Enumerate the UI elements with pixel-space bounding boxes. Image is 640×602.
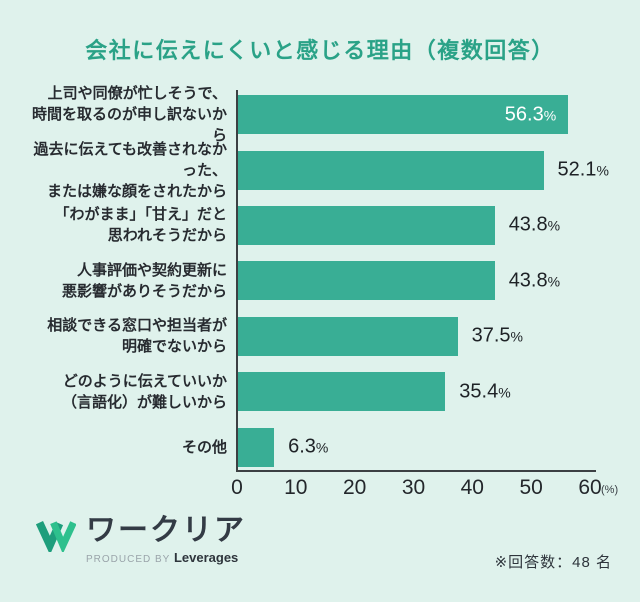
value-label: 43.8% — [508, 213, 561, 236]
chart-title: 会社に伝えにくいと感じる理由（複数回答） — [85, 38, 555, 63]
chart-row: その他 6.3% — [25, 419, 597, 474]
logo-subtitle: PRODUCED BY Leverages — [86, 550, 246, 565]
bar: 56.3% — [237, 95, 569, 135]
value-label: 37.5% — [471, 324, 523, 347]
value-label: 52.1% — [557, 158, 609, 181]
workria-w-icon — [36, 521, 76, 552]
bar — [237, 205, 495, 245]
category-label: 相談できる窓口や担当者が 明確でないから — [47, 317, 227, 356]
x-tick: 60 — [578, 476, 602, 499]
value-label: 43.8% — [508, 269, 561, 292]
plot-cell: 43.8% — [237, 261, 590, 301]
logo-wordmark: ワークリア — [86, 514, 246, 547]
x-axis-ticks: 0 10 20 30 40 50 60 (%) — [231, 476, 618, 502]
x-tick: 10 — [284, 476, 308, 499]
plot-cell: 52.1% — [237, 150, 609, 190]
logo-text-block: ワークリア PRODUCED BY Leverages — [86, 514, 246, 565]
x-tick: 30 — [401, 476, 426, 499]
respondent-count-note: ※回答数：48 名 — [494, 554, 612, 571]
chart-row: どのように伝えていいか （言語化）が難しいから 35.4% — [25, 364, 597, 419]
bar — [237, 427, 275, 467]
plot-cell: 6.3% — [237, 427, 590, 467]
workria-logo: ワークリア PRODUCED BY Leverages — [36, 514, 246, 565]
x-axis-unit-label: (%) — [601, 484, 619, 496]
plot-cell: 43.8% — [237, 205, 590, 245]
category-label: 上司や同僚が忙しそうで、 時間を取るのが申し訳ないから — [31, 85, 227, 145]
bar — [237, 316, 458, 356]
category-label: 人事評価や契約更新に 悪影響がありそうだから — [61, 261, 227, 300]
chart-row: 「わがまま」「甘え」だと 思われそうだから 43.8% — [25, 198, 597, 253]
produced-by-label: PRODUCED BY — [86, 554, 171, 565]
x-tick: 50 — [519, 476, 543, 499]
plot-cell: 35.4% — [237, 372, 590, 412]
plot-cell: 56.3% — [237, 95, 590, 135]
chart-row: 過去に伝えても改善されなかった、 または嫌な顔をされたから 52.1% — [25, 141, 609, 200]
value-label: 6.3% — [288, 435, 329, 458]
category-label: その他 — [181, 438, 227, 456]
chart-row: 人事評価や契約更新に 悪影響がありそうだから 43.8% — [25, 253, 597, 308]
leverages-brand: Leverages — [173, 550, 239, 565]
value-label: 35.4% — [459, 380, 511, 403]
category-label: どのように伝えていいか （言語化）が難しいから — [61, 372, 227, 411]
chart-row: 上司や同僚が忙しそうで、 時間を取るのが申し訳ないから 56.3% — [25, 85, 597, 144]
x-tick: 0 — [231, 476, 243, 499]
bar — [237, 372, 446, 412]
category-label: 過去に伝えても改善されなかった、 または嫌な顔をされたから — [33, 140, 227, 200]
x-tick: 40 — [460, 476, 484, 499]
x-axis-line — [236, 470, 596, 472]
bar-chart: 上司や同僚が忙しそうで、 時間を取るのが申し訳ないから 56.3% 過去に伝えても改善… — [25, 85, 609, 475]
value-label: 56.3% — [504, 103, 557, 126]
bar — [237, 150, 544, 190]
y-axis-line — [236, 90, 238, 471]
chart-row: 相談できる窓口や担当者が 明確でないから 37.5% — [25, 309, 597, 364]
bar — [237, 261, 495, 301]
plot-cell: 37.5% — [237, 316, 590, 356]
x-tick: 20 — [343, 476, 367, 499]
category-label: 「わがまま」「甘え」だと 思われそうだから — [54, 206, 227, 245]
